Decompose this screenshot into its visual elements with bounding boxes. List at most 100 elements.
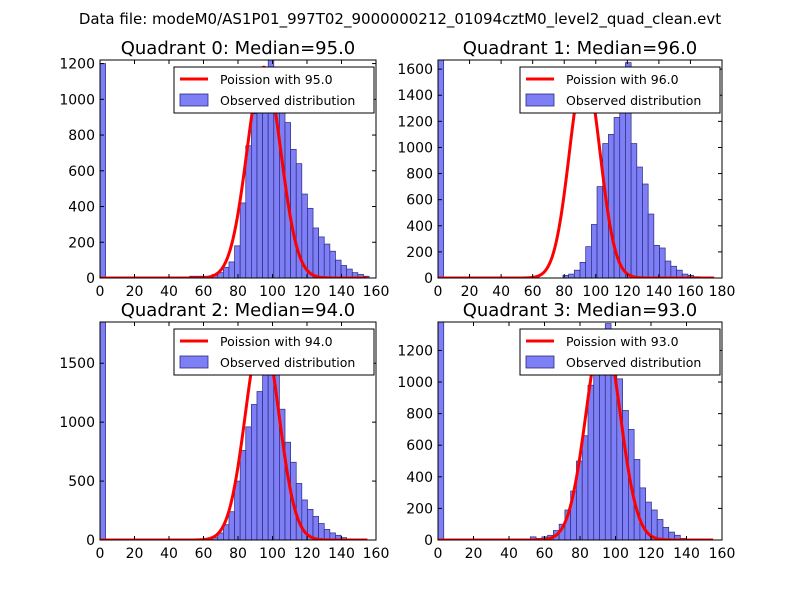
legend: Poission with 94.0 Observed distribution bbox=[173, 328, 375, 376]
y-tick-label: 0 bbox=[424, 271, 433, 287]
y-tick-label: 1600 bbox=[397, 62, 433, 78]
histogram-bar bbox=[312, 227, 319, 278]
legend-bar-swatch bbox=[525, 355, 555, 369]
histogram-bar bbox=[662, 527, 670, 540]
histogram-bar bbox=[636, 166, 643, 278]
y-tick-label: 400 bbox=[406, 219, 433, 235]
y-tick-label: 400 bbox=[68, 200, 95, 216]
legend-curve-label: Poission with 95.0 bbox=[220, 72, 333, 87]
x-tick-label: 160 bbox=[709, 546, 736, 562]
quadrant-0-plot-area bbox=[100, 60, 370, 278]
x-tick-label: 140 bbox=[646, 284, 673, 300]
legend: Poission with 96.0 Observed distribution bbox=[519, 66, 721, 114]
y-tick-label: 200 bbox=[406, 245, 433, 261]
legend-bar-label: Observed distribution bbox=[220, 355, 355, 370]
histogram-bar bbox=[262, 372, 269, 540]
legend-bar-label: Observed distribution bbox=[566, 93, 701, 108]
quadrant-0-panel: 0 20 40 60 80 100 120 140 160 0 200 400 600 800 1000 12… bbox=[59, 38, 389, 300]
histogram-bar bbox=[639, 487, 647, 540]
x-tick-label: 0 bbox=[96, 284, 105, 300]
histogram-bar bbox=[251, 404, 258, 540]
subplot-grid: 0 20 40 60 80 100 120 140 1600200400600800100012… bbox=[59, 38, 735, 562]
histogram-bar bbox=[593, 359, 600, 540]
x-tick-label: 40 bbox=[492, 284, 510, 300]
x-tick-label: 180 bbox=[709, 284, 736, 300]
y-tick-label: 0 bbox=[86, 533, 95, 549]
x-tick-label: 100 bbox=[602, 546, 629, 562]
histogram-bar bbox=[256, 90, 263, 278]
y-tick-label: 1000 bbox=[59, 415, 95, 431]
x-tick-label: 60 bbox=[524, 284, 542, 300]
x-tick-label: 100 bbox=[259, 284, 286, 300]
histogram-bar bbox=[619, 88, 626, 278]
x-tick-label: 140 bbox=[328, 546, 355, 562]
x-tick-label: 100 bbox=[582, 284, 609, 300]
x-tick-label: 120 bbox=[294, 546, 321, 562]
x-tick-label: 40 bbox=[160, 284, 178, 300]
legend-curve-label: Poission with 93.0 bbox=[566, 334, 679, 349]
histogram-bar bbox=[228, 261, 235, 278]
x-tick-label: 20 bbox=[126, 546, 144, 562]
histogram-bar bbox=[579, 261, 587, 278]
x-tick-label: 80 bbox=[555, 284, 573, 300]
y-tick-label: 1000 bbox=[59, 92, 95, 108]
axes-frame bbox=[437, 59, 723, 279]
histogram-bar bbox=[312, 516, 319, 540]
y-tick-label: 800 bbox=[68, 128, 95, 144]
histogram-bar bbox=[568, 273, 575, 278]
y-tick-label: 1000 bbox=[397, 140, 433, 156]
quadrant-1-panel: 0 20 40 60 80 100 120 140 160 180 0 200 400 600 800 100… bbox=[397, 38, 735, 300]
histogram-bar bbox=[642, 183, 649, 278]
histogram-bar bbox=[581, 435, 589, 540]
x-tick-label: 140 bbox=[673, 546, 700, 562]
histogram-bar bbox=[228, 511, 235, 540]
histogram-bar bbox=[659, 247, 666, 278]
legend-bar-swatch bbox=[179, 93, 209, 107]
quadrant-0-title: Quadrant 0: Median=95.0 bbox=[121, 38, 356, 59]
y-tick-label: 600 bbox=[68, 164, 95, 180]
legend-curve-label: Poission with 96.0 bbox=[566, 72, 679, 87]
histogram-bar bbox=[245, 426, 252, 540]
histogram-bar bbox=[591, 224, 598, 278]
histogram-bar bbox=[608, 134, 615, 278]
x-tick-label: 40 bbox=[160, 546, 178, 562]
x-tick-label: 160 bbox=[363, 284, 390, 300]
legend-bar-swatch bbox=[179, 355, 209, 369]
x-tick-label: 20 bbox=[461, 284, 479, 300]
x-tick-label: 0 bbox=[434, 284, 443, 300]
histogram-bar bbox=[596, 186, 604, 278]
histogram-bar bbox=[318, 523, 325, 540]
y-tick-label: 600 bbox=[406, 193, 433, 209]
histogram-bar bbox=[329, 250, 336, 278]
histogram-bar bbox=[256, 391, 263, 540]
legend-bar-swatch bbox=[525, 93, 555, 107]
y-tick-label: 0 bbox=[86, 271, 95, 287]
histogram-bar bbox=[239, 450, 247, 540]
histogram-bar bbox=[653, 245, 660, 278]
histogram-bar bbox=[245, 145, 252, 278]
y-tick-label: 400 bbox=[406, 470, 433, 486]
histogram-bar bbox=[585, 246, 592, 278]
y-tick-label: 1200 bbox=[59, 57, 95, 73]
histogram-bar bbox=[222, 266, 230, 278]
x-tick-label: 80 bbox=[571, 546, 589, 562]
x-tick-label: 60 bbox=[195, 546, 213, 562]
quadrant-1-title: Quadrant 1: Median=96.0 bbox=[463, 38, 698, 59]
x-tick-label: 20 bbox=[126, 284, 144, 300]
x-tick-label: 80 bbox=[229, 546, 247, 562]
x-tick-label: 60 bbox=[195, 284, 213, 300]
legend: Poission with 93.0 Observed distribution bbox=[519, 328, 721, 376]
y-tick-label: 200 bbox=[68, 235, 95, 251]
x-tick-label: 120 bbox=[294, 284, 321, 300]
y-tick-label: 1500 bbox=[59, 356, 95, 372]
histogram-bar bbox=[251, 113, 258, 278]
y-tick-label: 1400 bbox=[397, 88, 433, 104]
quadrant-2-title: Quadrant 2: Median=94.0 bbox=[121, 300, 356, 321]
x-tick-label: 120 bbox=[638, 546, 665, 562]
histogram-bar bbox=[656, 519, 664, 540]
x-tick-label: 20 bbox=[465, 546, 483, 562]
x-tick-label: 140 bbox=[328, 284, 355, 300]
y-tick-label: 0 bbox=[424, 533, 433, 549]
histogram-bar bbox=[307, 207, 314, 278]
x-tick-label: 80 bbox=[229, 284, 247, 300]
